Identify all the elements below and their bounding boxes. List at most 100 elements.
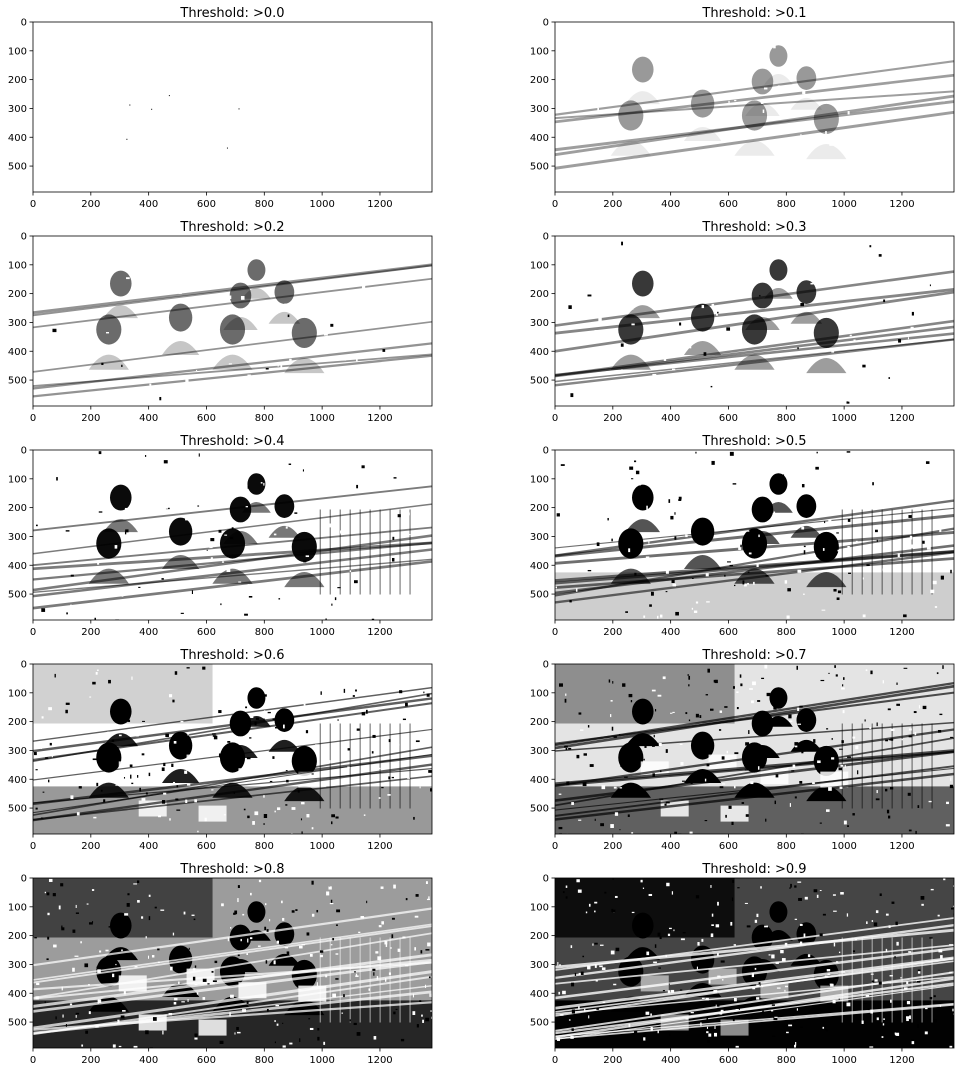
- x-tick-label: 0: [552, 199, 558, 210]
- y-tick-label: 400: [530, 347, 549, 358]
- binary-image: [33, 22, 432, 192]
- y-tick-label: 0: [21, 232, 27, 243]
- binary-image: [555, 22, 954, 192]
- x-tick-label: 800: [255, 627, 274, 638]
- y-tick-label: 300: [8, 746, 27, 757]
- axes-frame: [554, 663, 955, 835]
- x-tick-label: 1000: [831, 627, 856, 638]
- x-tick-label: 1200: [889, 841, 914, 852]
- y-tick-label: 500: [530, 590, 549, 601]
- y-tick-label: 100: [530, 260, 549, 271]
- panel-title: Threshold: >0.5: [701, 434, 806, 449]
- threshold-panel-2: Threshold: >0.2 0 200 400 600 800 1000 1200 0 100…: [8, 220, 433, 424]
- x-tick-label: 200: [81, 1055, 100, 1066]
- x-tick-label: 0: [30, 627, 36, 638]
- y-tick-label: 500: [530, 804, 549, 815]
- x-tick-label: 1200: [367, 199, 392, 210]
- y-tick-label: 300: [8, 532, 27, 543]
- y-tick-label: 500: [8, 162, 27, 173]
- y-tick-label: 500: [8, 1018, 27, 1029]
- y-tick-label: 400: [8, 561, 27, 572]
- y-tick-label: 100: [8, 260, 27, 271]
- panel-title: Threshold: >0.3: [701, 220, 806, 235]
- y-tick-label: 300: [8, 960, 27, 971]
- y-tick-label: 400: [8, 133, 27, 144]
- panel-title: Threshold: >0.2: [179, 220, 284, 235]
- x-tick-label: 1000: [309, 841, 334, 852]
- panel-title: Threshold: >0.1: [701, 6, 806, 21]
- x-tick-label: 1200: [367, 627, 392, 638]
- x-tick-label: 200: [81, 199, 100, 210]
- x-tick-label: 200: [603, 199, 622, 210]
- x-tick-label: 0: [30, 1055, 36, 1066]
- threshold-panel-7: Threshold: >0.7 0 200 400 600 800 1000 1200 0 100…: [530, 648, 955, 852]
- binary-image: [33, 878, 432, 1048]
- x-tick-label: 200: [81, 413, 100, 424]
- axes-frame: [32, 663, 433, 835]
- y-tick-label: 300: [530, 960, 549, 971]
- y-tick-label: 300: [8, 104, 27, 115]
- y-tick-label: 500: [530, 162, 549, 173]
- x-tick-label: 0: [552, 413, 558, 424]
- panel-title: Threshold: >0.9: [701, 862, 806, 877]
- x-tick-label: 600: [719, 199, 738, 210]
- y-tick-label: 0: [543, 18, 549, 29]
- y-tick-label: 300: [530, 746, 549, 757]
- x-tick-label: 200: [81, 841, 100, 852]
- panel-title: Threshold: >0.4: [179, 434, 284, 449]
- axes-frame: [32, 21, 433, 193]
- x-tick-label: 400: [661, 413, 680, 424]
- x-tick-label: 0: [552, 627, 558, 638]
- y-tick-label: 400: [530, 989, 549, 1000]
- y-tick-label: 500: [8, 804, 27, 815]
- x-tick-label: 400: [139, 627, 158, 638]
- x-tick-label: 400: [139, 841, 158, 852]
- y-tick-label: 400: [530, 133, 549, 144]
- x-tick-label: 400: [139, 1055, 158, 1066]
- x-tick-label: 200: [603, 413, 622, 424]
- y-tick-label: 200: [8, 503, 27, 514]
- binary-image: [555, 450, 954, 620]
- x-tick-label: 800: [255, 841, 274, 852]
- x-tick-label: 400: [661, 1055, 680, 1066]
- y-tick-label: 100: [530, 902, 549, 913]
- x-tick-label: 1000: [831, 199, 856, 210]
- x-tick-label: 1200: [889, 413, 914, 424]
- x-tick-label: 400: [139, 413, 158, 424]
- x-tick-label: 1000: [309, 199, 334, 210]
- x-tick-label: 1200: [367, 413, 392, 424]
- axes-frame: [554, 449, 955, 621]
- y-tick-label: 100: [8, 902, 27, 913]
- x-tick-label: 1000: [309, 627, 334, 638]
- y-tick-label: 100: [8, 46, 27, 57]
- binary-image: [555, 878, 954, 1048]
- x-tick-label: 1200: [367, 1055, 392, 1066]
- x-tick-label: 0: [30, 413, 36, 424]
- y-tick-label: 400: [8, 347, 27, 358]
- y-tick-label: 100: [8, 474, 27, 485]
- x-tick-label: 800: [777, 199, 796, 210]
- x-tick-label: 0: [30, 841, 36, 852]
- y-tick-label: 200: [8, 75, 27, 86]
- x-tick-label: 600: [197, 199, 216, 210]
- threshold-panel-3: Threshold: >0.3 0 200 400 600 800 1000 1200 0 100…: [530, 220, 955, 424]
- binary-image: [33, 664, 432, 834]
- x-tick-label: 1000: [309, 1055, 334, 1066]
- y-tick-label: 200: [8, 931, 27, 942]
- y-tick-label: 200: [530, 503, 549, 514]
- y-tick-label: 400: [530, 561, 549, 572]
- y-tick-label: 300: [530, 532, 549, 543]
- threshold-panel-0: Threshold: >0.0 0 200 400 600 800 1000 1200 0 100…: [8, 6, 433, 210]
- y-tick-label: 400: [8, 989, 27, 1000]
- x-tick-label: 800: [255, 413, 274, 424]
- axes-frame: [554, 21, 955, 193]
- panel-title: Threshold: >0.8: [179, 862, 284, 877]
- x-tick-label: 600: [197, 627, 216, 638]
- binary-image: [33, 236, 432, 406]
- threshold-panel-6: Threshold: >0.6 0 200 400 600 800 1000 1200 0 100…: [8, 648, 433, 852]
- y-tick-label: 200: [8, 717, 27, 728]
- y-tick-label: 500: [530, 376, 549, 387]
- x-tick-label: 1000: [309, 413, 334, 424]
- y-tick-label: 0: [543, 660, 549, 671]
- y-tick-label: 500: [8, 376, 27, 387]
